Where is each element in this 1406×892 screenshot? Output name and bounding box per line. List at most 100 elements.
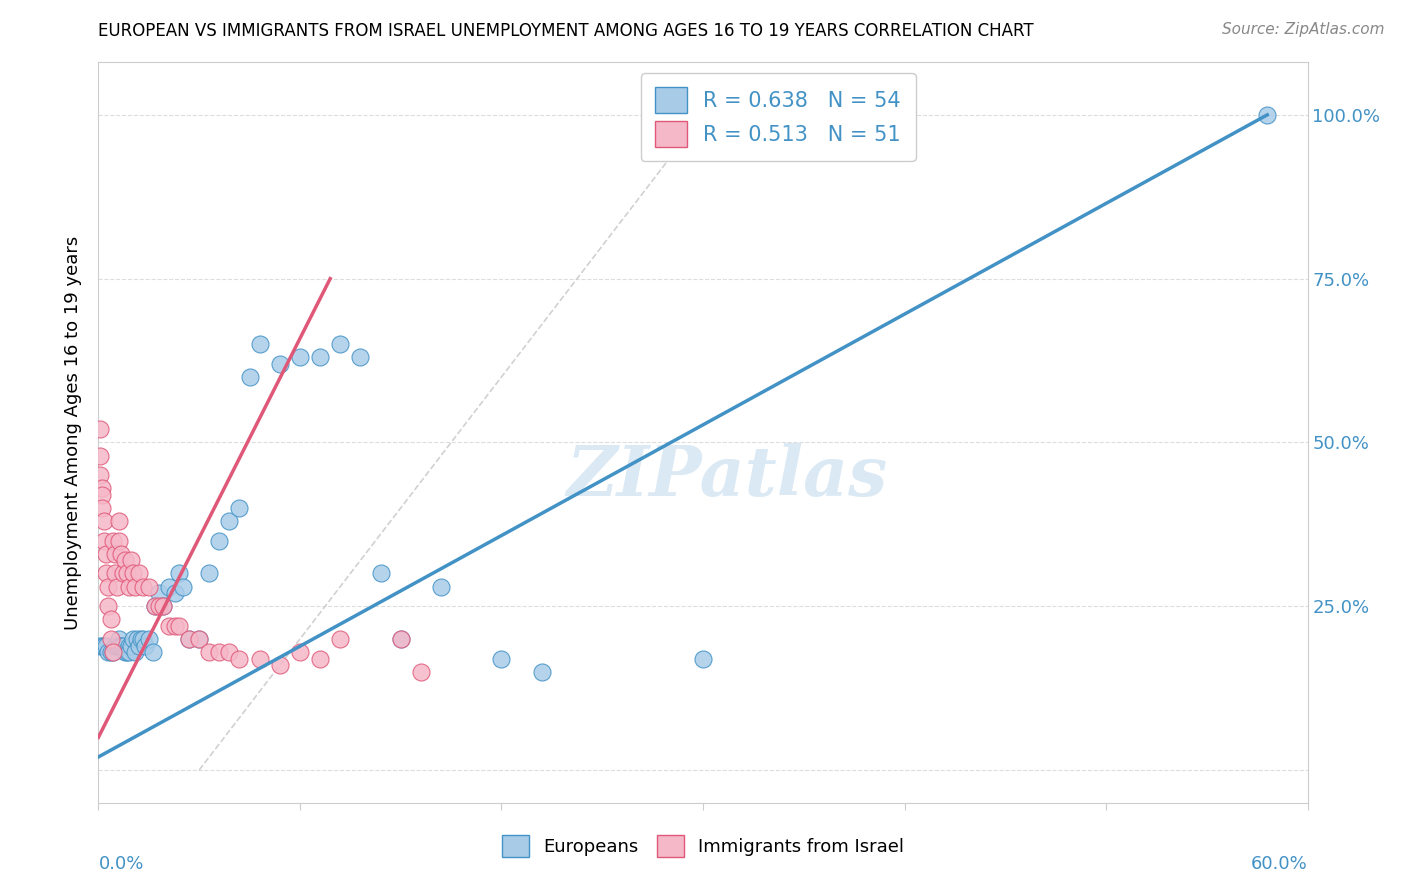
Point <box>167 619 190 633</box>
Point <box>89 468 111 483</box>
Point <box>96 639 118 653</box>
Point <box>111 639 134 653</box>
Point <box>120 553 142 567</box>
Point <box>121 566 143 581</box>
Point <box>179 632 201 646</box>
Point <box>97 645 120 659</box>
Point <box>118 639 141 653</box>
Point <box>172 580 194 594</box>
Point <box>249 651 271 665</box>
Point <box>91 500 114 515</box>
Point <box>152 599 174 614</box>
Point <box>692 651 714 665</box>
Point <box>121 632 143 646</box>
Point <box>148 599 170 614</box>
Text: ZIPatlas: ZIPatlas <box>567 443 887 511</box>
Point <box>143 599 166 614</box>
Point <box>105 639 128 653</box>
Point <box>96 566 118 581</box>
Point <box>269 357 291 371</box>
Point <box>128 639 150 653</box>
Point <box>107 639 129 653</box>
Point <box>125 632 148 646</box>
Point <box>491 651 513 665</box>
Point <box>128 566 150 581</box>
Point <box>188 632 211 646</box>
Text: 60.0%: 60.0% <box>1251 855 1308 872</box>
Point <box>107 533 129 548</box>
Point <box>163 586 186 600</box>
Point <box>218 645 240 659</box>
Point <box>120 639 142 653</box>
Point <box>228 651 250 665</box>
Point <box>530 665 553 679</box>
Point <box>309 351 332 365</box>
Point <box>101 645 124 659</box>
Point <box>157 619 180 633</box>
Point <box>93 514 115 528</box>
Point <box>105 580 128 594</box>
Point <box>129 632 152 646</box>
Point <box>118 645 141 659</box>
Point <box>91 488 114 502</box>
Y-axis label: Unemployment Among Ages 16 to 19 years: Unemployment Among Ages 16 to 19 years <box>65 235 83 630</box>
Point <box>188 632 211 646</box>
Point <box>152 599 174 614</box>
Point <box>107 514 129 528</box>
Point <box>329 632 352 646</box>
Point <box>249 337 271 351</box>
Point <box>138 632 160 646</box>
Point <box>115 566 138 581</box>
Point <box>1256 108 1278 122</box>
Point <box>103 566 125 581</box>
Point <box>430 580 453 594</box>
Point <box>100 632 122 646</box>
Point <box>134 639 156 653</box>
Point <box>409 665 432 679</box>
Text: EUROPEAN VS IMMIGRANTS FROM ISRAEL UNEMPLOYMENT AMONG AGES 16 TO 19 YEARS CORREL: EUROPEAN VS IMMIGRANTS FROM ISRAEL UNEMP… <box>98 22 1033 40</box>
Point <box>97 580 120 594</box>
Point <box>101 645 124 659</box>
Point <box>89 449 111 463</box>
Point <box>309 651 332 665</box>
Point <box>93 639 115 653</box>
Text: 0.0%: 0.0% <box>98 855 143 872</box>
Point <box>143 599 166 614</box>
Point <box>97 599 120 614</box>
Point <box>91 481 114 495</box>
Point <box>198 645 221 659</box>
Point <box>179 632 201 646</box>
Point <box>208 533 231 548</box>
Point <box>93 533 115 548</box>
Point <box>107 632 129 646</box>
Point <box>142 645 165 659</box>
Point <box>91 639 114 653</box>
Point <box>218 514 240 528</box>
Point <box>370 566 392 581</box>
Point <box>157 580 180 594</box>
Point <box>138 580 160 594</box>
Point <box>114 553 136 567</box>
Point <box>89 422 111 436</box>
Point <box>115 645 138 659</box>
Point <box>349 351 371 365</box>
Point <box>288 351 311 365</box>
Point <box>103 639 125 653</box>
Point <box>111 566 134 581</box>
Point <box>124 645 146 659</box>
Point <box>198 566 221 581</box>
Point <box>132 580 155 594</box>
Text: Source: ZipAtlas.com: Source: ZipAtlas.com <box>1222 22 1385 37</box>
Point <box>89 639 111 653</box>
Legend: Europeans, Immigrants from Israel: Europeans, Immigrants from Israel <box>495 828 911 864</box>
Point <box>124 580 146 594</box>
Point <box>228 500 250 515</box>
Point <box>114 645 136 659</box>
Point <box>118 580 141 594</box>
Point <box>389 632 412 646</box>
Point <box>148 586 170 600</box>
Point <box>101 533 124 548</box>
Point <box>269 658 291 673</box>
Point <box>163 619 186 633</box>
Point <box>103 547 125 561</box>
